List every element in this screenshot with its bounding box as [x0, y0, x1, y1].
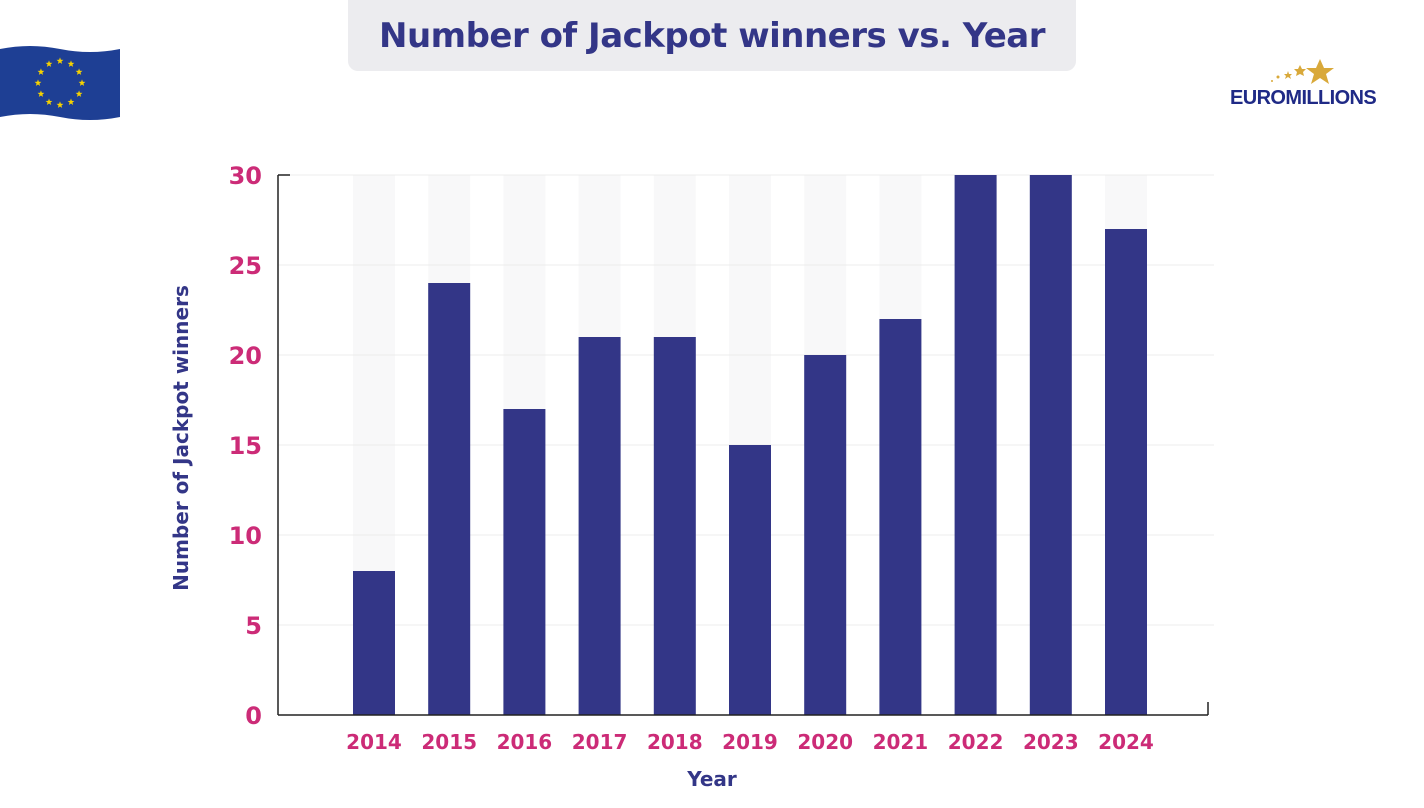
flag-star-icon: [78, 79, 86, 86]
y-tick-label: 20: [229, 342, 262, 370]
bar: [503, 409, 546, 715]
eu-flag-icon: [0, 46, 120, 120]
bar: [1105, 229, 1147, 715]
flag-star-icon: [67, 60, 75, 67]
bar: [1029, 175, 1072, 715]
flag-star-icon: [75, 90, 83, 97]
bar: [879, 319, 922, 715]
x-tick-label: 2023: [1023, 730, 1079, 754]
flag-star-icon: [56, 57, 64, 64]
flag-star-icon: [34, 79, 42, 86]
bar: [729, 445, 771, 715]
title-banner: Number of Jackpot winners vs. Year: [348, 0, 1076, 71]
x-tick-label: 2015: [421, 730, 477, 754]
x-tick-label: 2024: [1098, 730, 1154, 754]
y-tick-label: 15: [229, 432, 262, 460]
chart-title: Number of Jackpot winners vs. Year: [378, 15, 1046, 56]
y-tick-label: 25: [229, 252, 262, 280]
flag-star-icon: [45, 98, 53, 105]
logo-stars-icon: [1271, 59, 1334, 84]
euromillions-logo: EUROMILLIONS: [1222, 57, 1402, 113]
flag-star-icon: [56, 101, 64, 108]
y-tick-label: 10: [229, 522, 262, 550]
flag-star-icon: [45, 60, 53, 67]
x-axis-title: Year: [686, 767, 737, 791]
x-tick-label: 2014: [346, 730, 402, 754]
x-tick-label: 2018: [647, 730, 703, 754]
x-tick-label: 2016: [497, 730, 553, 754]
x-tick-label: 2020: [797, 730, 853, 754]
y-tick-label: 30: [229, 162, 262, 190]
bar: [428, 283, 471, 715]
logo-text: EUROMILLIONS: [1230, 87, 1377, 109]
bar: [954, 175, 997, 715]
flag-star-icon: [37, 90, 45, 97]
y-tick-label: 0: [245, 702, 262, 730]
bar: [653, 337, 696, 715]
x-tick-label: 2022: [948, 730, 1004, 754]
bar: [353, 571, 395, 715]
x-tick-label: 2021: [873, 730, 929, 754]
bar: [804, 355, 847, 715]
bar: [578, 337, 621, 715]
y-tick-label: 5: [245, 612, 262, 640]
flag-star-icon: [75, 68, 83, 75]
y-axis-title: Number of Jackpot winners: [169, 285, 193, 591]
flag-star-icon: [37, 68, 45, 75]
x-tick-label: 2017: [572, 730, 628, 754]
flag-star-icon: [67, 98, 75, 105]
x-tick-label: 2019: [722, 730, 778, 754]
